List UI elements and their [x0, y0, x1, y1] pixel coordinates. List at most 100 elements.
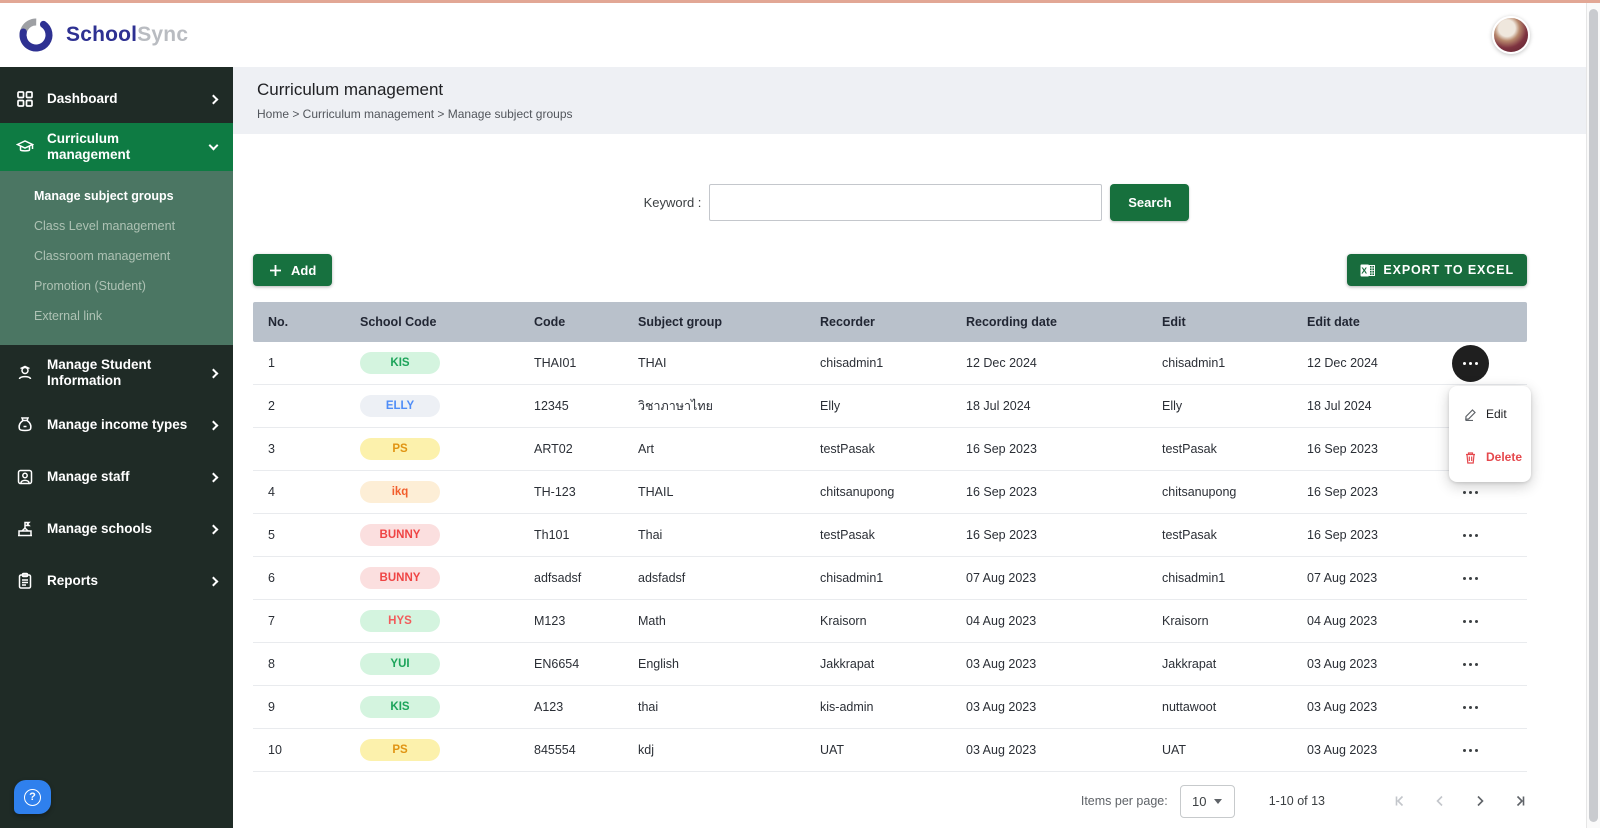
sidebar-item-label: Manage staff [47, 469, 130, 485]
menu-item-edit[interactable]: Edit [1464, 398, 1531, 430]
sidebar-item-manage-staff[interactable]: Manage staff [0, 453, 233, 501]
grid-icon [17, 91, 33, 107]
submenu-item-promotion-student[interactable]: Promotion (Student) [34, 279, 146, 293]
row-actions-button[interactable] [1452, 646, 1489, 683]
row-actions-button[interactable] [1452, 732, 1489, 769]
row-action-menu: Edit Delete [1449, 386, 1531, 482]
submenu-item-class-level-management[interactable]: Class Level management [34, 219, 176, 233]
school-code-pill: YUI [360, 653, 440, 675]
last-page-icon[interactable] [1513, 794, 1527, 808]
cell-edit: Jakkrapat [1162, 657, 1217, 671]
plus-icon [270, 264, 281, 276]
cell-edit-date: 16 Sep 2023 [1307, 528, 1378, 542]
row-actions-button[interactable] [1452, 474, 1489, 511]
cell-edit: testPasak [1162, 528, 1217, 542]
cell-edit-date: 04 Aug 2023 [1307, 614, 1378, 628]
breadcrumb[interactable]: Home > Curriculum management > Manage su… [257, 107, 573, 121]
cell-recorder: Jakkrapat [820, 657, 875, 671]
items-per-page-value: 10 [1191, 793, 1207, 809]
row-actions-button[interactable] [1452, 603, 1489, 640]
chevron-down-icon [208, 140, 219, 151]
subject-groups-table: No. School Code Code Subject group Recor… [253, 302, 1531, 772]
submenu-item-external-link[interactable]: External link [34, 309, 103, 323]
chevron-right-icon [208, 576, 219, 586]
first-page-icon[interactable] [1393, 794, 1407, 808]
scrollbar-thumb[interactable] [1589, 9, 1598, 822]
pagination-range: 1-10 of 13 [1268, 794, 1325, 808]
keyword-input[interactable] [709, 184, 1103, 221]
sidebar-item-manage-student-information[interactable]: Manage Student Information [0, 349, 233, 397]
row-actions-button[interactable] [1452, 517, 1489, 554]
cell-edit: nuttawoot [1162, 700, 1217, 714]
cell-recorder: UAT [820, 743, 845, 757]
question-mark-icon: ? [24, 788, 41, 806]
sidebar-item-dashboard[interactable]: Dashboard [0, 75, 233, 123]
export-to-excel-button[interactable]: X EXPORT TO EXCEL [1347, 254, 1527, 286]
cell-edit-date: 03 Aug 2023 [1307, 657, 1378, 671]
vertical-scrollbar[interactable] [1586, 3, 1600, 828]
table-body: 1 KIS THAI01 THAI chisadmin1 12 Dec 2024… [253, 342, 1527, 772]
sidebar-item-reports[interactable]: Reports [0, 557, 233, 605]
svg-text:X: X [1362, 265, 1369, 275]
row-actions-button[interactable] [1452, 560, 1489, 597]
cell-code: A123 [534, 700, 564, 714]
items-per-page-label: Items per page: [1080, 794, 1168, 808]
row-actions-button[interactable] [1452, 344, 1489, 382]
export-button-label: EXPORT TO EXCEL [1383, 263, 1514, 277]
row-actions-button[interactable] [1452, 689, 1489, 726]
cell-no: 10 [268, 743, 282, 757]
next-page-icon[interactable] [1473, 794, 1487, 808]
user-avatar[interactable] [1492, 16, 1530, 54]
cell-no: 7 [268, 614, 275, 628]
cell-subject-group: THAIL [638, 485, 674, 499]
cell-code: TH-123 [534, 485, 576, 499]
submenu-item-manage-subject-groups[interactable]: Manage subject groups [34, 189, 174, 203]
sidebar-item-curriculum-management[interactable]: Curriculum management [0, 123, 233, 171]
cell-code: 845554 [534, 743, 576, 757]
cell-edit-date: 03 Aug 2023 [1307, 743, 1378, 757]
chevron-right-icon [208, 524, 219, 534]
school-code-pill: ELLY [360, 395, 440, 417]
table-row: 8 YUI EN6654 English Jakkrapat 03 Aug 20… [253, 643, 1527, 686]
chevron-right-icon [208, 420, 219, 430]
brand[interactable]: SchoolSync [16, 15, 188, 55]
cell-recording-date: 03 Aug 2023 [966, 743, 1037, 757]
cell-recording-date: 04 Aug 2023 [966, 614, 1037, 628]
cell-edit-date: 07 Aug 2023 [1307, 571, 1378, 585]
cell-subject-group: English [638, 657, 679, 671]
table-header-row: No. School Code Code Subject group Recor… [253, 302, 1527, 342]
items-per-page-select[interactable]: 10 [1179, 784, 1235, 818]
school-code-pill: KIS [360, 696, 440, 718]
cell-subject-group: วิชาภาษาไทย [638, 399, 713, 413]
sidebar-item-manage-schools[interactable]: Manage schools [0, 505, 233, 553]
cell-recorder: testPasak [820, 442, 875, 456]
cell-no: 8 [268, 657, 275, 671]
cell-no: 6 [268, 571, 275, 585]
sidebar-item-label: Reports [47, 573, 99, 589]
add-button[interactable]: Add [253, 254, 333, 286]
chevron-right-icon [208, 472, 219, 482]
main-content: Curriculum management Home > Curriculum … [233, 67, 1600, 828]
school-code-pill: PS [360, 438, 440, 460]
school-flag-icon [18, 521, 32, 537]
sidebar-item-label: Manage schools [47, 521, 153, 537]
cell-recording-date: 03 Aug 2023 [966, 657, 1037, 671]
app-header: SchoolSync [0, 3, 1600, 67]
search-button[interactable]: Search [1110, 184, 1190, 221]
submenu-item-classroom-management[interactable]: Classroom management [34, 249, 171, 263]
money-bag-icon [18, 417, 32, 432]
menu-item-delete[interactable]: Delete [1464, 441, 1531, 473]
cell-subject-group: Thai [638, 528, 663, 542]
previous-page-icon[interactable] [1433, 794, 1447, 808]
sidebar-item-label: Manage income types [47, 417, 188, 433]
cell-edit-date: 16 Sep 2023 [1307, 442, 1378, 456]
help-button[interactable]: ? [14, 780, 51, 814]
column-header-recording-date: Recording date [966, 315, 1057, 329]
menu-item-delete-label: Delete [1486, 450, 1523, 464]
sidebar-item-manage-income-types[interactable]: Manage income types [0, 401, 233, 449]
pagination: Items per page: 10 1-10 of 13 [253, 781, 1527, 821]
sidebar-item-label: Manage Student Information [47, 357, 152, 388]
cell-edit: chisadmin1 [1162, 356, 1226, 370]
clipboard-icon [18, 572, 32, 589]
cell-recording-date: 16 Sep 2023 [966, 528, 1037, 542]
